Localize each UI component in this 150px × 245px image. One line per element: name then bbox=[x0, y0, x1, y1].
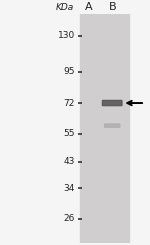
Text: KDa: KDa bbox=[55, 3, 74, 12]
FancyBboxPatch shape bbox=[102, 100, 122, 106]
Text: 26: 26 bbox=[64, 214, 75, 223]
Text: 130: 130 bbox=[58, 31, 75, 40]
Text: B: B bbox=[108, 2, 116, 12]
Text: 43: 43 bbox=[64, 157, 75, 166]
Text: 34: 34 bbox=[64, 184, 75, 193]
Text: A: A bbox=[85, 2, 93, 12]
FancyBboxPatch shape bbox=[105, 124, 120, 127]
Text: 72: 72 bbox=[64, 98, 75, 108]
Text: 95: 95 bbox=[63, 67, 75, 76]
Bar bbox=[80, 14, 129, 243]
Text: 55: 55 bbox=[63, 129, 75, 138]
